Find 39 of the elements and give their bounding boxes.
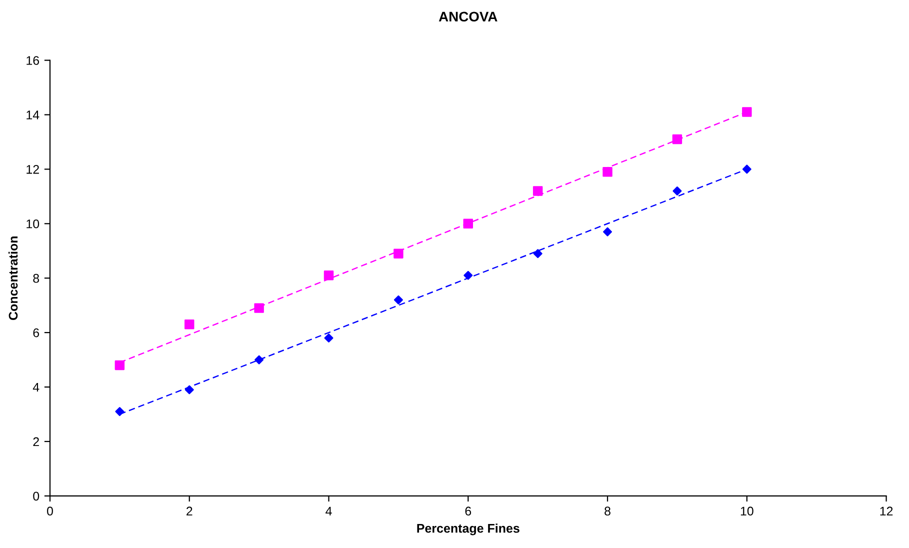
- y-tick-label: 16: [26, 56, 40, 65]
- x-tick-label: 2: [186, 506, 192, 516]
- point: [324, 334, 334, 343]
- point: [742, 107, 752, 117]
- point: [254, 303, 264, 313]
- point: [254, 355, 264, 364]
- x-tick-label: 6: [465, 506, 472, 516]
- y-tick-label: 8: [33, 274, 40, 283]
- point: [463, 218, 473, 229]
- x-axis-title: Percentage Fines: [417, 524, 520, 536]
- chart-title: ANCOVA: [438, 12, 498, 22]
- point: [672, 134, 682, 144]
- x-tick-label: 4: [326, 506, 332, 516]
- point: [602, 167, 612, 177]
- point: [742, 164, 752, 174]
- x-tick-label: 0: [47, 506, 53, 516]
- x-tick-label: 12: [880, 506, 893, 516]
- y-tick-label: 12: [26, 164, 39, 174]
- point: [464, 270, 473, 280]
- point: [532, 186, 543, 196]
- point: [184, 385, 194, 394]
- point: [115, 407, 124, 416]
- y-axis-title: Concentration: [8, 236, 18, 320]
- y-tick-label: 10: [26, 219, 40, 228]
- y-tick-label: 4: [32, 382, 40, 392]
- x-tick-label: 10: [740, 506, 754, 516]
- point: [114, 360, 125, 370]
- point: [394, 295, 403, 304]
- point: [324, 270, 334, 280]
- point: [533, 249, 542, 258]
- y-tick-label: 14: [26, 110, 40, 120]
- x-tick-label: 8: [604, 506, 610, 516]
- y-tick-label: 2: [33, 437, 39, 446]
- y-tick-label: 0: [33, 492, 40, 501]
- point: [603, 227, 612, 236]
- y-tick-label: 6: [33, 328, 40, 338]
- point: [672, 186, 682, 196]
- point: [184, 320, 194, 330]
- point: [394, 248, 404, 258]
